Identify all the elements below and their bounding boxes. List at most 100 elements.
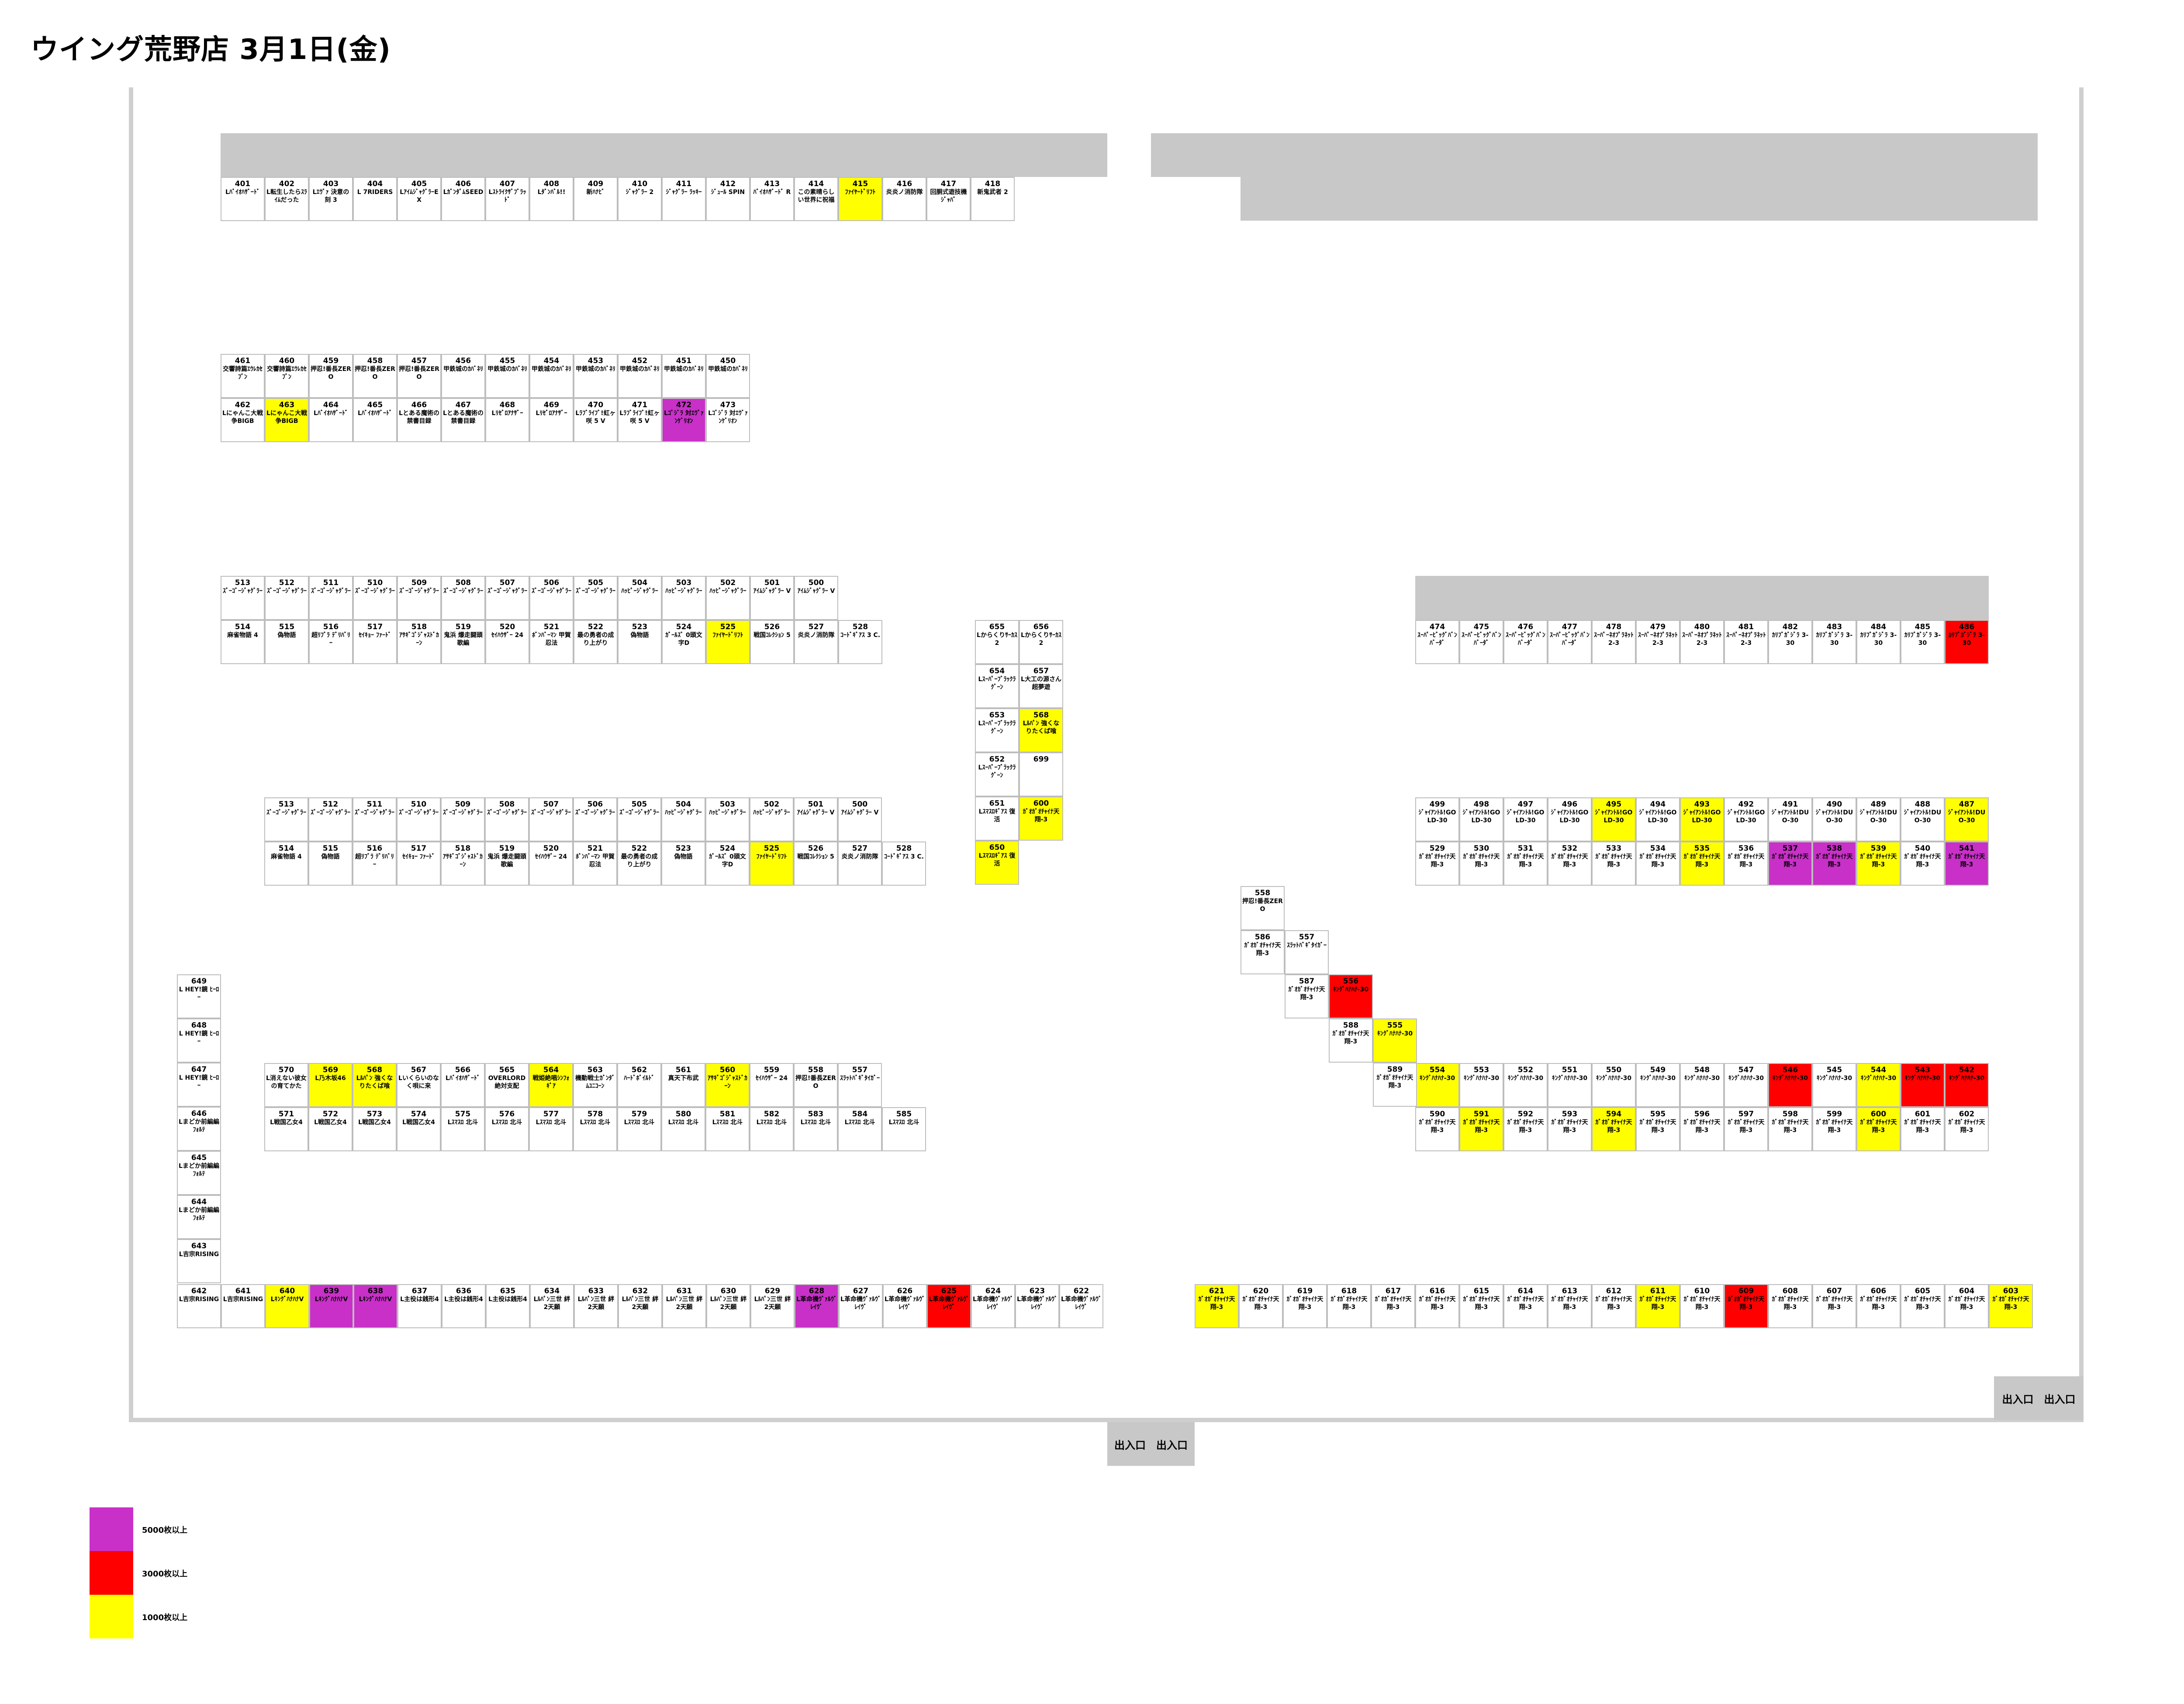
machine-cell[interactable]: 594 ｶﾞｵｶﾞｵﾁｬｲﾅ天翔-3 — [1592, 1107, 1636, 1151]
machine-cell[interactable]: 519 鬼浜 爆走闘頭歌編 — [441, 620, 485, 664]
machine-cell[interactable]: 468 Lﾘｾﾞﾛｱﾅｻﾞｰ — [485, 398, 529, 442]
machine-cell[interactable]: 518 ｱｻｷﾞｺﾞｼﾞｬｽﾄﾞｶｰﾝ — [397, 620, 441, 664]
machine-cell[interactable]: 569 L乃木坂46 — [308, 1063, 352, 1107]
machine-cell[interactable]: 407 Lｽﾄﾗｲｸｻﾞﾌﾞﾗｯﾄﾞ — [485, 177, 529, 221]
machine-cell[interactable]: 527 炎炎ノ消防隊 — [794, 620, 838, 664]
machine-cell[interactable]: 580 Lｽﾏｽﾛ 北斗 — [661, 1107, 705, 1151]
machine-cell[interactable]: 632 Lﾙﾊﾟﾝ三世 絆2天願 — [618, 1284, 662, 1328]
machine-cell[interactable]: 628 L革命機ｳﾞｧﾙｳﾞﾚｲｳﾞ — [795, 1284, 839, 1328]
machine-cell[interactable]: 595 ｶﾞｵｶﾞｵﾁｬｲﾅ天翔-3 — [1636, 1107, 1680, 1151]
machine-cell[interactable]: 514 麻雀物語 4 — [221, 620, 265, 664]
machine-cell[interactable]: 479 ｽｰﾊﾟｰﾈｵﾌﾟﾗﾈｯﾄ2-3 — [1636, 620, 1680, 664]
machine-cell[interactable]: 478 ｽｰﾊﾟｰﾈｵﾌﾟﾗﾈｯﾄ2-3 — [1592, 620, 1636, 664]
machine-cell[interactable]: 598 ｶﾞｵｶﾞｵﾁｬｲﾅ天翔-3 — [1768, 1107, 1812, 1151]
machine-cell[interactable]: 609 ｶﾞｵｶﾞｵﾁｬｲﾅ天翔-3 — [1724, 1284, 1768, 1328]
machine-cell[interactable]: 517 ｾｲｷｮｰ ﾌｧｰﾄﾞ — [353, 620, 397, 664]
machine-cell[interactable]: 557 ｽﾗｯﾄﾊﾞｷﾞﾀｲｶﾞｰ — [838, 1063, 882, 1107]
machine-cell[interactable]: 467 Lとある魔術の禁書目録 — [441, 398, 485, 442]
machine-cell[interactable]: 596 ｶﾞｵｶﾞｵﾁｬｲﾅ天翔-3 — [1680, 1107, 1724, 1151]
machine-cell[interactable]: 601 ｶﾞｵｶﾞｵﾁｬｲﾅ天翔-3 — [1901, 1107, 1945, 1151]
machine-cell[interactable]: 481 ｽｰﾊﾟｰﾈｵﾌﾟﾗﾈｯﾄ2-3 — [1724, 620, 1768, 664]
machine-cell[interactable]: 402 L転生したらｽﾗｲﾑだった — [265, 177, 309, 221]
machine-cell[interactable]: 552 ｷﾝｸﾞﾊﾅﾊﾅ-30 — [1503, 1063, 1548, 1107]
machine-cell[interactable]: 499 ｼﾞｬｲｱﾝﾄﾙ!GOLD-30 — [1415, 797, 1459, 842]
machine-cell[interactable]: 523 偽物語 — [618, 620, 662, 664]
machine-cell[interactable]: 451 甲鉄城のｶﾊﾞﾈﾘ — [662, 354, 706, 398]
machine-cell[interactable]: 603 ｶﾞｵｶﾞｵﾁｬｲﾅ天翔-3 — [1989, 1284, 2033, 1328]
machine-cell[interactable]: 522 最の勇者の成り上がり — [574, 620, 618, 664]
machine-cell[interactable]: 652 Lｽｰﾊﾟｰﾌﾞﾗｯｸﾗｸﾞｰﾝ — [975, 752, 1019, 797]
machine-cell[interactable]: 403 Lｴｳﾞｧ 決意の刻 3 — [309, 177, 353, 221]
machine-cell[interactable]: 635 L主役は銭形4 — [486, 1284, 530, 1328]
machine-cell[interactable]: 619 ｶﾞｵｶﾞｵﾁｬｲﾅ天翔-3 — [1283, 1284, 1327, 1328]
machine-cell[interactable]: 532 ｶﾞｵｶﾞｵﾁｬｲﾅ天翔-3 — [1548, 842, 1592, 886]
machine-cell[interactable]: 589 ｶﾞｵｶﾞｵﾁｬｲﾅ天翔-3 — [1373, 1063, 1417, 1107]
machine-cell[interactable]: 567 Lいくらいのなく唄に来 — [397, 1063, 441, 1107]
machine-cell[interactable]: 562 ﾊｰﾄﾞﾎﾞｲﾙﾄﾞ — [617, 1063, 661, 1107]
machine-cell[interactable]: 592 ｶﾞｵｶﾞｵﾁｬｲﾅ天翔-3 — [1503, 1107, 1548, 1151]
machine-cell[interactable]: 634 Lﾙﾊﾟﾝ三世 絆2天願 — [530, 1284, 574, 1328]
machine-cell[interactable]: 513 ｽﾞｰｺﾞｰｼﾞｬｸﾞﾗｰ — [221, 576, 265, 620]
machine-cell[interactable]: 524 ｶﾞｰﾙｽﾞ 0頭文字D — [705, 842, 750, 886]
machine-cell[interactable]: 564 戦姫絶唱ｼﾝﾌｫｷﾞｱ — [529, 1063, 573, 1107]
machine-cell[interactable]: 521 ﾎﾞﾝﾊﾞｰﾏﾝ 甲賀忍法 — [573, 842, 617, 886]
machine-cell[interactable]: 503 ﾊｯﾋﾟｰｼﾞｬｸﾞﾗｰ — [705, 797, 750, 842]
machine-cell[interactable]: 526 戦国ｺﾚｸｼｮﾝ 5 — [750, 620, 794, 664]
machine-cell[interactable]: 630 Lﾙﾊﾟﾝ三世 絆2天願 — [706, 1284, 750, 1328]
machine-cell[interactable]: 614 ｶﾞｵｶﾞｵﾁｬｲﾅ天翔-3 — [1503, 1284, 1548, 1328]
machine-cell[interactable]: 464 Lﾊﾞｲｵﾊｻﾞｰﾄﾞ — [309, 398, 353, 442]
machine-cell[interactable]: 503 ﾊｯﾋﾟｰｼﾞｬｸﾞﾗｰ — [662, 576, 706, 620]
machine-cell[interactable]: 558 押忍!番長ZERO — [794, 1063, 838, 1107]
machine-cell[interactable]: 512 ｽﾞｰｺﾞｰｼﾞｬｸﾞﾗｰ — [265, 576, 309, 620]
machine-cell[interactable]: 480 ｽｰﾊﾟｰﾈｵﾌﾟﾗﾈｯﾄ2-3 — [1680, 620, 1724, 664]
machine-cell[interactable]: 650 Lｽﾏｽﾛｷﾞｱｽ 復活 — [975, 841, 1019, 885]
machine-cell[interactable]: 644 Lまどか前編編ﾌｫﾙﾃ — [177, 1195, 221, 1239]
machine-cell[interactable]: 500 ｱｲﾑｼﾞｬｸﾞﾗｰ V — [838, 797, 882, 842]
machine-cell[interactable]: 531 ｶﾞｵｶﾞｵﾁｬｲﾅ天翔-3 — [1503, 842, 1548, 886]
machine-cell[interactable]: 527 炎炎ノ消防隊 — [838, 842, 882, 886]
machine-cell[interactable]: 453 甲鉄城のｶﾊﾞﾈﾘ — [574, 354, 618, 398]
machine-cell[interactable]: 629 Lﾙﾊﾟﾝ三世 絆2天願 — [750, 1284, 795, 1328]
machine-cell[interactable]: 457 押忍!番長ZERO — [397, 354, 441, 398]
machine-cell[interactable]: 579 Lｽﾏｽﾛ 北斗 — [617, 1107, 661, 1151]
machine-cell[interactable]: 641 L吉宗RISING — [221, 1284, 265, 1328]
machine-cell[interactable]: 529 ｶﾞｵｶﾞｵﾁｬｲﾅ天翔-3 — [1415, 842, 1459, 886]
machine-cell[interactable]: 597 ｶﾞｵｶﾞｵﾁｬｲﾅ天翔-3 — [1724, 1107, 1768, 1151]
machine-cell[interactable]: 627 L革命機ｳﾞｧﾙｳﾞﾚｲｳﾞ — [839, 1284, 883, 1328]
machine-cell[interactable]: 612 ｶﾞｵｶﾞｵﾁｬｲﾅ天翔-3 — [1592, 1284, 1636, 1328]
machine-cell[interactable]: 516 超ﾘﾌﾞﾗ ﾃﾞﾘﾊﾞﾘｰ — [352, 842, 397, 886]
machine-cell[interactable]: 636 L主役は銭形4 — [442, 1284, 486, 1328]
machine-cell[interactable]: 555 ｷﾝｸﾞﾊﾅﾊﾅ-30 — [1373, 1018, 1417, 1063]
machine-cell[interactable]: 585 Lｽﾏｽﾛ 北斗 — [882, 1107, 926, 1151]
machine-cell[interactable]: 525 ﾌｧｲﾔｰﾄﾞﾘﾌﾄ — [750, 842, 794, 886]
machine-cell[interactable]: 475 ｽｰﾊﾟｰﾋﾞｯｸﾞﾊﾞﾝﾊﾞｰﾀﾞ — [1459, 620, 1503, 664]
machine-cell[interactable]: 515 偽物語 — [308, 842, 352, 886]
machine-cell[interactable]: 566 Lﾊﾞｲｵﾊｻﾞｰﾄﾞ — [441, 1063, 485, 1107]
machine-cell[interactable]: 581 Lｽﾏｽﾛ 北斗 — [705, 1107, 750, 1151]
machine-cell[interactable]: 549 ｷﾝｸﾞﾊﾅﾊﾅ-30 — [1636, 1063, 1680, 1107]
machine-cell[interactable]: 485 ｶﾘﾌﾞｶﾞｼﾞﾗ 3-30 — [1901, 620, 1945, 664]
machine-cell[interactable]: 413 ﾊﾞｲｵﾊｻﾞｰﾄﾞ R — [750, 177, 794, 221]
machine-cell[interactable]: 471 Lﾗﾌﾞﾗｲﾌﾞ!虹ヶ咲 5 V — [618, 398, 662, 442]
machine-cell[interactable]: 520 ｾｲﾊｳｻﾞｰ 24 — [485, 620, 529, 664]
machine-cell[interactable]: 465 Lﾊﾞｲｵﾊｻﾞｰﾄﾞ — [353, 398, 397, 442]
machine-cell[interactable]: 572 L戦国乙女4 — [308, 1107, 352, 1151]
machine-cell[interactable]: 520 ｾｲﾊｳｻﾞｰ 24 — [529, 842, 573, 886]
machine-cell[interactable]: 573 L戦国乙女4 — [352, 1107, 397, 1151]
machine-cell[interactable]: 469 Lﾘｾﾞﾛｱﾅｻﾞｰ — [529, 398, 574, 442]
machine-cell[interactable]: 414 この素晴らしい世界に祝福 — [794, 177, 838, 221]
machine-cell[interactable]: 560 ｱｻｷﾞｺﾞｼﾞｬｽﾄﾞｶｰﾝ — [705, 1063, 750, 1107]
machine-cell[interactable]: 496 ｼﾞｬｲｱﾝﾄﾙ!GOLD-30 — [1548, 797, 1592, 842]
machine-cell[interactable]: 624 L革命機ｳﾞｧﾙｳﾞﾚｲｳﾞ — [971, 1284, 1015, 1328]
machine-cell[interactable]: 482 ｶﾘﾌﾞｶﾞｼﾞﾗ 3-30 — [1768, 620, 1812, 664]
machine-cell[interactable]: 570 L消えない彼女の育てかた — [264, 1063, 308, 1107]
machine-cell[interactable]: 506 ｽﾞｰｺﾞｰｼﾞｬｸﾞﾗｰ — [573, 797, 617, 842]
machine-cell[interactable]: 519 鬼浜 爆走闘頭歌編 — [485, 842, 529, 886]
machine-cell[interactable]: 412 ｼﾞｭｰﾙ SPIN — [706, 177, 750, 221]
machine-cell[interactable]: 516 超ﾘﾌﾞﾗ ﾃﾞﾘﾊﾞﾘｰ — [309, 620, 353, 664]
machine-cell[interactable]: 587 ｶﾞｵｶﾞｵﾁｬｲﾅ天翔-3 — [1285, 974, 1329, 1018]
machine-cell[interactable]: 535 ｶﾞｵｶﾞｵﾁｬｲﾅ天翔-3 — [1680, 842, 1724, 886]
machine-cell[interactable]: 507 ｽﾞｰｺﾞｰｼﾞｬｸﾞﾗｰ — [485, 576, 529, 620]
machine-cell[interactable]: 578 Lｽﾏｽﾛ 北斗 — [573, 1107, 617, 1151]
machine-cell[interactable]: 483 ｶﾘﾌﾞｶﾞｼﾞﾗ 3-30 — [1812, 620, 1856, 664]
